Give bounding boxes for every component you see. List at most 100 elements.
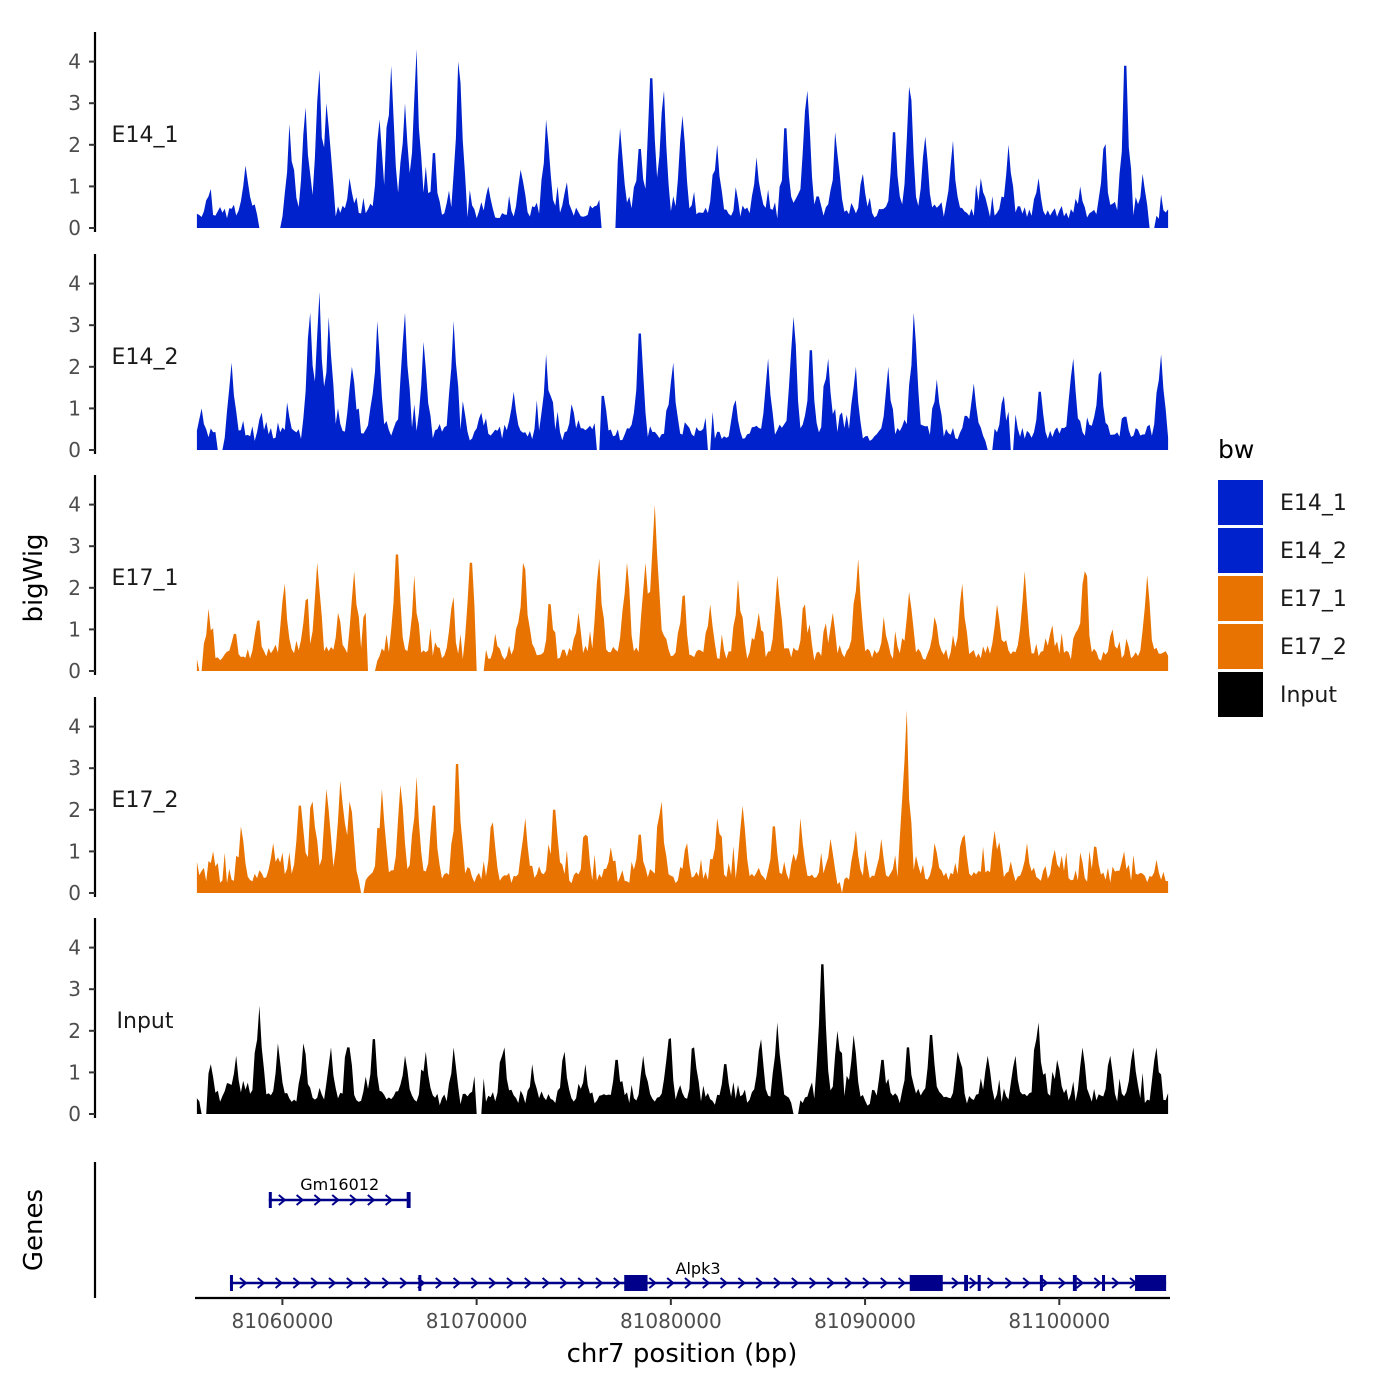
strand-arrow [399,1277,408,1289]
y-tick-label: 3 [68,534,81,558]
strand-arrow [452,1277,462,1289]
strand-arrow [363,1277,373,1289]
strand-arrow [470,1277,479,1289]
coverage-area-E17_2 [196,710,1169,893]
exon [1072,1275,1077,1291]
legend-swatch-Input [1218,672,1263,717]
gene-label: Gm16012 [300,1175,379,1194]
strand-arrow [278,1194,287,1206]
legend-label: E14_2 [1280,539,1347,564]
y-tick-label: 1 [68,1060,81,1084]
y-tick-label: 4 [68,272,81,296]
y-tick-label: 4 [68,493,81,517]
x-tick-label: 81080000 [620,1309,722,1333]
strand-arrow [595,1277,604,1289]
track-label: E17_1 [112,566,179,591]
exon [964,1275,969,1291]
strand-arrow [435,1277,444,1289]
strand-arrow [381,1277,390,1289]
coverage-area-E14_2 [196,291,1169,450]
gene-Gm16012: Gm16012 [268,1175,411,1208]
strand-arrow [880,1277,889,1289]
track-E14_1: 0 1 2 3 4 E14_1 [68,32,1169,240]
strand-arrow [773,1277,782,1289]
gene-Alpk3: Alpk3 [229,1259,1167,1291]
legend-label: E14_1 [1280,491,1347,516]
exon [977,1275,981,1291]
track-E17_2: 0 1 2 3 4 E17_2 [68,697,1169,905]
y-tick-label: 0 [68,659,81,683]
y-tick-label: 1 [68,396,81,420]
strand-arrow [969,1277,978,1289]
strand-arrow [488,1277,497,1289]
x-axis-title: chr7 position (bp) [567,1339,798,1369]
strand-arrow [684,1277,693,1289]
track-label: E17_2 [112,788,179,813]
strand-arrow [313,1194,322,1206]
y-tick-label: 0 [68,216,81,240]
strand-arrow [1075,1277,1085,1289]
strand-arrow [367,1194,376,1206]
legend-swatch-E14_2 [1218,528,1263,573]
y-tick-label: 2 [68,133,81,157]
legend-label: E17_1 [1280,587,1347,612]
strand-arrow [808,1277,818,1289]
strand-arrow [862,1277,871,1289]
exon [1102,1275,1106,1291]
strand-arrow [577,1277,586,1289]
strand-arrow [274,1277,284,1289]
legend-swatch-E17_2 [1218,624,1263,669]
strand-arrow [524,1277,533,1289]
track-label: Input [117,1009,174,1034]
strand-arrow [239,1277,248,1289]
legend-label: Input [1280,683,1337,708]
strand-arrow [666,1277,675,1289]
coverage-area-Input [196,964,1169,1114]
strand-arrow [702,1277,711,1289]
y-tick-label: 4 [68,936,81,960]
track-label: E14_1 [112,123,179,148]
strand-arrow [506,1277,515,1289]
strand-arrow [1022,1277,1031,1289]
y-tick-label: 2 [68,355,81,379]
x-axis: 81060000 81070000 81080000 81090000 81100000 [195,1296,1170,1333]
y-tick-label: 4 [68,715,81,739]
gene-track: Gm16012 Alpk3 [93,1162,1167,1298]
strand-arrow [1093,1277,1102,1289]
coverage-tracks: 0 1 2 3 4 E14_1 0 1 2 3 4 E14_2 0 1 2 3 4 E17_1 0 1 2 3 4 E17_2… [68,32,1169,1126]
y-tick-label: 0 [68,438,81,462]
strand-arrow [328,1277,337,1289]
exon [1135,1275,1167,1291]
genes-axis-title: Genes [19,1189,49,1271]
strand-arrow [613,1277,622,1289]
y-tick-label: 3 [68,313,81,337]
strand-arrow [826,1277,835,1289]
x-tick-label: 81070000 [426,1309,528,1333]
strand-arrow [897,1277,907,1289]
strand-arrow [1004,1277,1013,1289]
strand-arrow [384,1194,394,1206]
strand-arrow [737,1277,746,1289]
strand-arrow [791,1277,800,1289]
legend-label: E17_2 [1280,635,1347,660]
strand-arrow [331,1194,340,1206]
strand-arrow [559,1277,568,1289]
strand-arrow [541,1277,551,1289]
y-tick-label: 1 [68,617,81,641]
strand-arrow [1058,1277,1067,1289]
strand-arrow [292,1277,301,1289]
y-tick-label: 4 [68,50,81,74]
strand-arrow [349,1194,358,1206]
y-tick-label: 2 [68,576,81,600]
strand-arrow [648,1277,657,1289]
legend-swatch-E17_1 [1218,576,1263,621]
x-tick-label: 81100000 [1008,1309,1110,1333]
x-tick-label: 81090000 [814,1309,916,1333]
coverage-area-E14_1 [196,49,1169,228]
y-tick-label: 2 [68,798,81,822]
exon [624,1275,648,1291]
strand-arrow [755,1277,764,1289]
y-tick-label: 2 [68,1019,81,1043]
exon [909,1275,943,1291]
